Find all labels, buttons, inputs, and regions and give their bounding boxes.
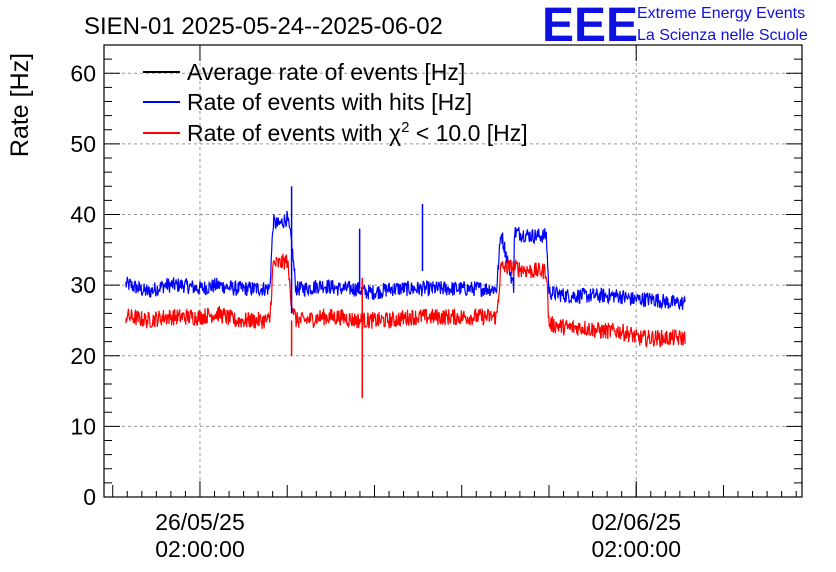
legend-label-chi2-sup: 2 [401,119,409,136]
legend-label-chi2-main: Rate of events with χ [187,120,401,146]
y-tick-label: 20 [70,343,96,369]
y-tick-label: 30 [70,272,96,298]
chart-title: SIEN-01 2025-05-24--2025-06-02 [84,13,443,40]
legend-label-average: Average rate of events [Hz] [187,59,465,85]
legend-label-chi2: Rate of events with χ2 < 10.0 [Hz] [187,119,528,146]
legend-label-hits: Rate of events with hits [Hz] [187,89,472,115]
axes: 010203040506026/05/2502:00:0002/06/2502:… [70,44,803,562]
series-line-chi2 [125,253,686,349]
x-tick-label-date: 26/05/25 [155,509,245,535]
y-tick-label: 40 [70,202,96,228]
x-tick-label-date: 02/06/25 [591,509,681,535]
logo-line-1: Extreme Energy Events [637,5,805,22]
legend-label-chi2-tail: < 10.0 [Hz] [409,120,527,146]
y-axis-label: Rate [Hz] [6,53,34,157]
y-tick-label: 10 [70,413,96,439]
y-tick-label: 0 [83,484,96,510]
logo-line-2: La Scienza nelle Scuole [637,27,808,44]
series-line-hits [125,210,686,311]
x-tick-label-time: 02:00:00 [155,536,245,562]
y-tick-label: 50 [70,131,96,157]
series-layer [125,186,686,399]
x-tick-label-time: 02:00:00 [591,536,681,562]
y-tick-label: 60 [70,60,96,86]
legend: Average rate of events [Hz] Rate of even… [143,59,528,146]
logo-mark: EEE [542,0,638,52]
eee-logo: EEE Extreme Energy Events La Scienza nel… [542,0,808,52]
plot-frame [103,44,803,498]
